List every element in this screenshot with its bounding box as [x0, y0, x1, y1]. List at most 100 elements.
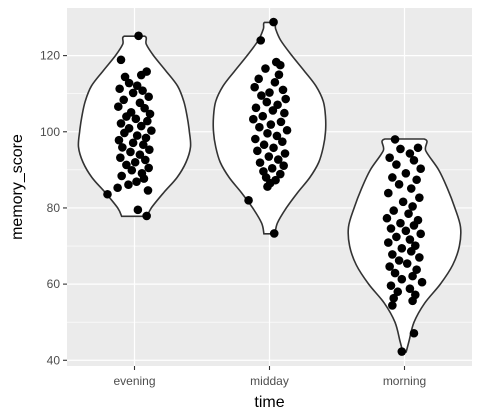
data-point-morning	[408, 271, 417, 281]
data-point-evening	[118, 143, 127, 152]
data-point-evening	[124, 180, 133, 190]
data-point-midday	[251, 103, 261, 113]
data-point-midday	[269, 229, 279, 238]
data-point-morning	[384, 238, 393, 247]
data-point-midday	[279, 161, 288, 170]
data-point-midday	[244, 196, 253, 205]
data-point-midday	[253, 146, 262, 156]
data-point-midday	[280, 149, 290, 158]
data-point-evening	[128, 88, 138, 98]
y-tick-label: 100	[40, 125, 60, 139]
data-point-evening	[141, 133, 151, 143]
data-point-morning	[402, 259, 412, 268]
data-point-morning	[384, 188, 393, 198]
data-point-midday	[267, 164, 277, 173]
x-tick-label-evening: evening	[113, 374, 155, 388]
data-point-morning	[389, 293, 399, 303]
data-point-morning	[394, 256, 404, 265]
x-tick-label-morning: morning	[383, 374, 426, 388]
y-tick-label: 120	[40, 49, 60, 63]
data-point-midday	[266, 120, 276, 129]
data-point-evening	[115, 84, 124, 94]
data-point-evening	[122, 160, 131, 170]
data-point-evening	[132, 177, 141, 186]
data-point-morning	[398, 197, 408, 207]
data-point-evening	[136, 70, 146, 80]
data-point-evening	[136, 121, 146, 131]
data-point-morning	[386, 281, 396, 290]
data-point-midday	[276, 60, 285, 70]
data-point-morning	[401, 168, 411, 178]
data-point-evening	[144, 163, 153, 173]
data-point-morning	[392, 232, 401, 242]
data-point-morning	[386, 224, 396, 233]
data-points	[103, 17, 427, 356]
data-point-midday	[257, 91, 266, 100]
data-point-midday	[273, 100, 282, 110]
data-point-midday	[278, 137, 287, 146]
data-point-evening	[141, 155, 150, 165]
data-point-evening	[135, 150, 145, 159]
data-point-evening	[120, 72, 130, 82]
data-point-midday	[265, 88, 274, 97]
y-axis-title: memory_score	[9, 134, 26, 240]
data-point-evening	[122, 112, 131, 121]
data-point-evening	[143, 186, 153, 195]
data-point-midday	[268, 106, 278, 115]
data-point-midday	[250, 82, 259, 92]
data-point-evening	[103, 189, 112, 199]
data-point-midday	[270, 77, 280, 87]
data-point-morning	[397, 274, 407, 284]
data-point-morning	[392, 160, 401, 169]
data-point-evening	[114, 102, 123, 111]
data-point-evening	[132, 131, 142, 140]
data-point-evening	[114, 135, 124, 145]
data-point-evening	[116, 55, 126, 65]
data-point-evening	[142, 211, 151, 221]
data-point-evening	[116, 119, 126, 128]
data-point-midday	[251, 134, 260, 144]
data-point-morning	[389, 206, 399, 215]
data-point-morning	[406, 184, 416, 193]
data-point-morning	[390, 268, 400, 278]
data-point-evening	[117, 171, 126, 181]
data-point-morning	[404, 209, 413, 218]
data-point-morning	[409, 328, 419, 338]
data-point-midday	[254, 74, 263, 84]
data-point-morning	[388, 173, 397, 182]
data-point-morning	[409, 156, 419, 165]
data-point-midday	[278, 85, 288, 95]
data-point-morning	[415, 253, 424, 262]
data-point-midday	[281, 94, 291, 104]
data-point-morning	[413, 143, 423, 153]
y-tick-label: 60	[47, 277, 61, 291]
data-point-morning	[385, 262, 394, 271]
data-point-midday	[262, 97, 272, 107]
data-point-evening	[139, 174, 149, 183]
data-point-evening	[143, 116, 152, 126]
data-point-evening	[138, 86, 147, 95]
data-point-morning	[396, 144, 405, 154]
data-point-evening	[145, 145, 154, 154]
data-point-morning	[408, 202, 417, 211]
data-point-evening	[145, 109, 155, 119]
data-point-morning	[388, 301, 397, 310]
data-point-evening	[119, 95, 128, 105]
data-point-morning	[382, 213, 392, 223]
data-point-morning	[394, 180, 404, 189]
data-point-morning	[408, 296, 417, 306]
data-point-midday	[269, 17, 278, 27]
data-point-morning	[396, 218, 405, 228]
data-point-evening	[131, 114, 141, 124]
data-point-evening	[120, 128, 129, 138]
data-point-morning	[397, 244, 407, 253]
data-point-morning	[405, 284, 415, 293]
data-point-midday	[255, 122, 264, 132]
data-point-morning	[417, 277, 427, 287]
y-tick-label: 40	[47, 353, 61, 367]
data-point-midday	[255, 158, 265, 167]
data-point-morning	[393, 287, 403, 297]
x-axis-title: time	[254, 394, 284, 411]
data-point-morning	[412, 175, 421, 185]
data-point-evening	[128, 138, 138, 148]
